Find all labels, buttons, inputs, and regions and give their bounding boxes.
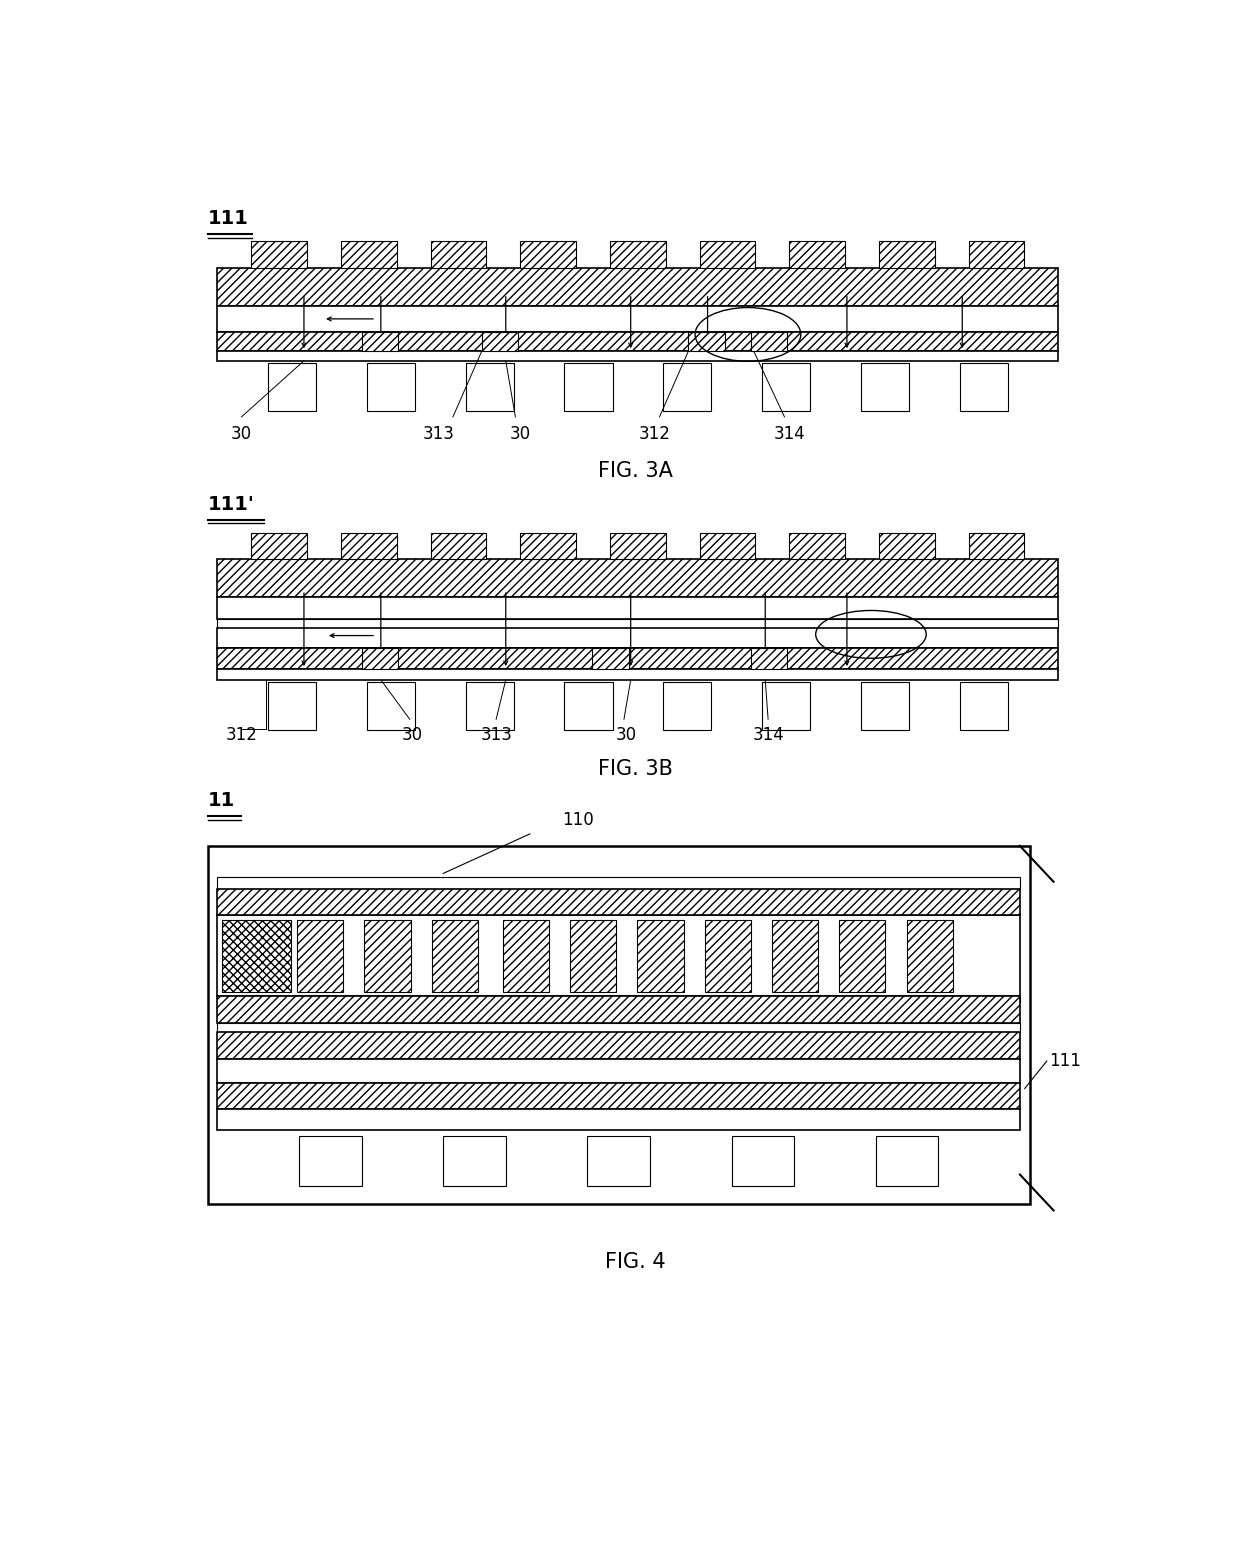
Bar — [968, 532, 1024, 559]
Bar — [365, 920, 410, 992]
Bar — [430, 241, 486, 267]
Bar — [217, 996, 1019, 1003]
Bar — [217, 619, 1058, 629]
Bar — [367, 363, 415, 411]
Bar — [466, 683, 513, 729]
Bar — [610, 241, 666, 267]
Text: 30: 30 — [510, 425, 531, 444]
Text: 314: 314 — [774, 425, 805, 444]
Bar — [208, 846, 1029, 1204]
Bar — [906, 920, 952, 992]
Bar — [763, 363, 810, 411]
Text: 312: 312 — [226, 726, 258, 745]
Text: 111': 111' — [208, 495, 254, 514]
Bar — [960, 683, 1008, 729]
Bar — [217, 1032, 1019, 1058]
Bar — [217, 916, 1019, 996]
Bar — [217, 332, 1058, 351]
Bar — [217, 559, 1058, 598]
Bar — [217, 647, 1058, 669]
Bar — [699, 532, 755, 559]
Bar — [879, 532, 935, 559]
Bar — [521, 241, 577, 267]
Bar — [299, 1136, 362, 1186]
Text: FIG. 3A: FIG. 3A — [598, 461, 673, 481]
Bar — [252, 532, 308, 559]
Bar — [790, 532, 846, 559]
Bar — [362, 332, 398, 351]
Bar — [790, 241, 846, 267]
Bar — [968, 241, 1024, 267]
Bar — [751, 647, 787, 669]
Bar — [430, 532, 486, 559]
Bar — [341, 532, 397, 559]
Bar — [503, 920, 549, 992]
Bar — [663, 363, 712, 411]
Bar — [222, 920, 291, 992]
Bar — [217, 351, 1058, 360]
Bar — [588, 1136, 650, 1186]
Text: 313: 313 — [423, 425, 454, 444]
Bar — [773, 920, 818, 992]
Text: 111: 111 — [1049, 1052, 1080, 1069]
Text: FIG. 4: FIG. 4 — [605, 1252, 666, 1271]
Text: 314: 314 — [753, 726, 784, 745]
Bar — [879, 241, 935, 267]
Bar — [481, 332, 518, 351]
Bar — [564, 683, 613, 729]
Bar — [252, 241, 308, 267]
Bar — [362, 647, 398, 669]
Bar — [699, 241, 755, 267]
Text: 30: 30 — [615, 726, 636, 745]
Bar — [637, 920, 683, 992]
Bar — [217, 1083, 1019, 1108]
Bar — [688, 332, 725, 351]
Text: 11: 11 — [208, 792, 236, 810]
Bar — [367, 683, 415, 729]
Text: FIG. 3B: FIG. 3B — [598, 759, 673, 779]
Text: 111: 111 — [208, 210, 249, 228]
Bar — [217, 629, 1058, 647]
Text: 30: 30 — [231, 425, 252, 444]
Text: 30: 30 — [402, 726, 423, 745]
Text: 110: 110 — [562, 812, 594, 829]
Bar — [466, 363, 513, 411]
Bar — [217, 996, 1019, 1023]
Bar — [570, 920, 616, 992]
Bar — [268, 363, 316, 411]
Bar — [341, 241, 397, 267]
Bar — [732, 1136, 794, 1186]
Bar — [839, 920, 885, 992]
Bar — [564, 363, 613, 411]
Bar — [268, 683, 316, 729]
Bar — [663, 683, 712, 729]
Text: 313: 313 — [480, 726, 512, 745]
Bar — [593, 647, 629, 669]
Bar — [875, 1136, 939, 1186]
Bar — [432, 920, 477, 992]
Bar — [217, 306, 1058, 332]
Bar — [217, 889, 1019, 916]
Bar — [751, 332, 787, 351]
Bar — [610, 532, 666, 559]
Bar — [444, 1136, 506, 1186]
Bar — [217, 877, 1019, 889]
Text: 312: 312 — [639, 425, 671, 444]
Bar — [704, 920, 751, 992]
Bar — [861, 363, 909, 411]
Bar — [861, 683, 909, 729]
Bar — [217, 669, 1058, 680]
Bar — [298, 920, 343, 992]
Bar — [521, 532, 577, 559]
Bar — [960, 363, 1008, 411]
Bar — [217, 267, 1058, 306]
Bar — [217, 1058, 1019, 1083]
Bar — [217, 598, 1058, 619]
Bar — [763, 683, 810, 729]
Bar — [217, 1108, 1019, 1130]
Bar — [217, 1023, 1019, 1032]
